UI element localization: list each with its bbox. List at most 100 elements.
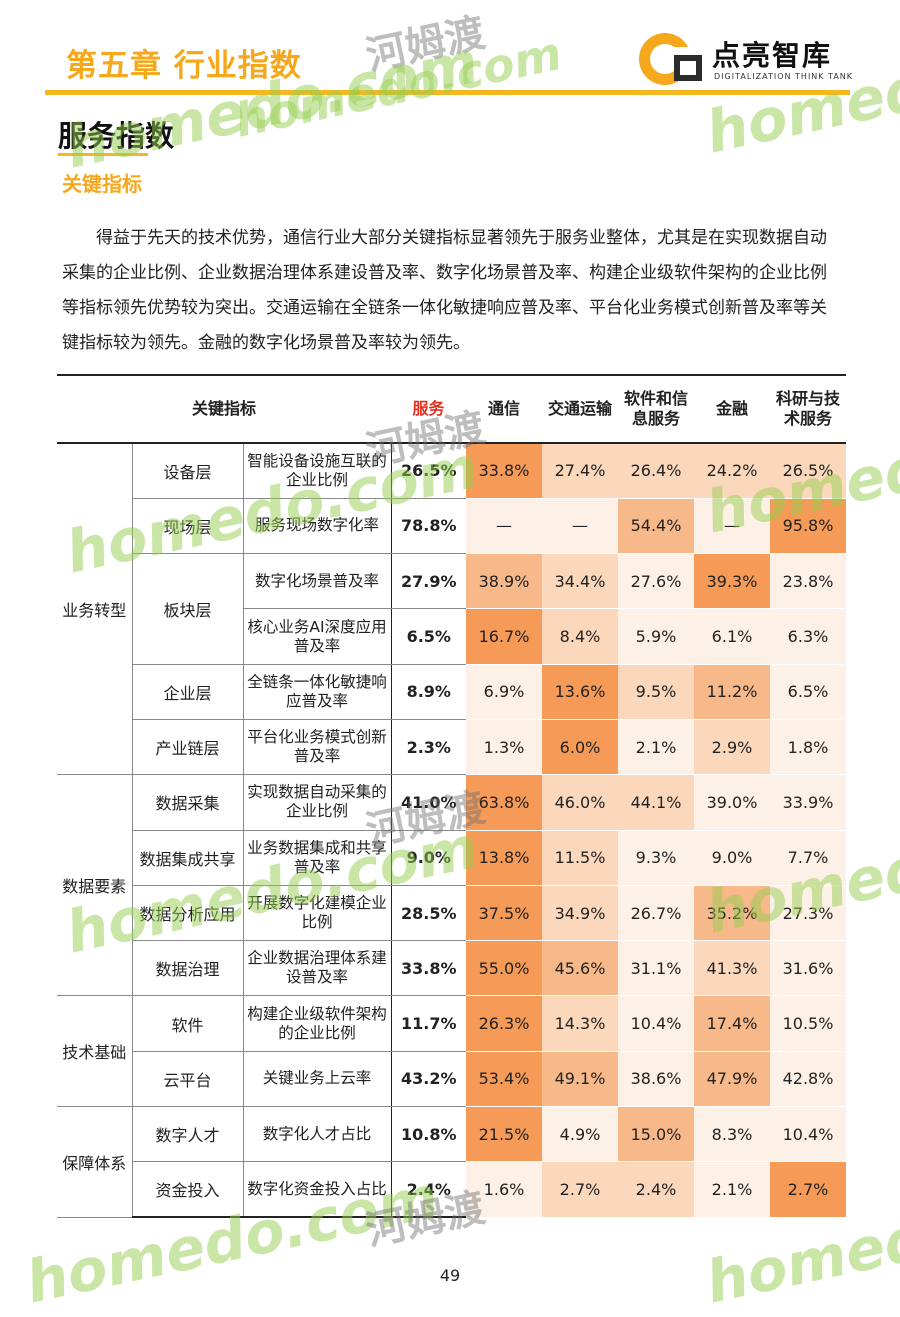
industry-value-cell: 17.4%	[694, 995, 770, 1052]
industry-value-cell: 14.3%	[542, 995, 618, 1052]
indicator-cell: 全链条一体化敏捷响应普及率	[243, 664, 392, 720]
header-software: 软件和信息服务	[618, 374, 694, 444]
indicator-cell: 构建企业级软件架构的企业比例	[243, 995, 392, 1052]
group-cell: 技术基础	[57, 995, 133, 1108]
table-row: 数据分析应用 开展数字化建模企业比例 28.5% 37.5% 34.9% 26.7% 35.…	[57, 885, 846, 942]
industry-value-cell: 95.8%	[770, 498, 846, 555]
indicator-cell: 数字化人才占比	[243, 1106, 392, 1163]
table-body: 业务转型 设备层 智能设备设施互联的企业比例 26.5% 33.8% 27.4% 26.4%…	[57, 443, 846, 1219]
industry-value-cell: 10.5%	[770, 995, 846, 1052]
industry-value-cell: 2.9%	[694, 719, 770, 776]
industry-value-cell: 5.9%	[618, 608, 694, 665]
industry-value-cell: 34.4%	[542, 553, 618, 610]
industry-value-cell: 54.4%	[618, 498, 694, 555]
industry-value-cell: 2.4%	[618, 1161, 694, 1218]
table-row: 技术基础 软件 构建企业级软件架构的企业比例 11.7% 26.3% 14.3% 10.4%…	[57, 995, 846, 1108]
indicator-cell: 关键业务上云率	[243, 1051, 392, 1108]
service-value-cell: 8.9%	[391, 664, 466, 720]
group-cell: 数据要素	[57, 774, 133, 997]
industry-value-cell: —	[542, 498, 618, 555]
service-value-cell: 33.8%	[391, 940, 466, 997]
industry-value-cell: 26.3%	[466, 995, 542, 1052]
industry-value-cell: 45.6%	[542, 940, 618, 997]
table-header-row: 关键指标 服务 通信 交通运输 软件和信息服务 金融 科研与技术服务	[57, 374, 846, 444]
page-number: 49	[439, 1266, 461, 1285]
industry-value-cell: 27.6%	[618, 553, 694, 610]
industry-value-cell: 16.7%	[466, 608, 542, 665]
industry-value-cell: 13.6%	[542, 664, 618, 720]
industry-value-cell: 11.5%	[542, 830, 618, 886]
table-row: 资金投入 数字化资金投入占比 2.4% 1.6% 2.7% 2.4% 2.1% 2.7%	[57, 1161, 846, 1219]
industry-value-cell: 31.1%	[618, 940, 694, 997]
industry-value-cell: 39.3%	[694, 553, 770, 610]
category-cell: 数据治理	[132, 940, 244, 997]
category-cell: 数字人才	[132, 1106, 244, 1163]
industry-value-cell: 2.1%	[618, 719, 694, 776]
header-finance: 金融	[694, 374, 770, 444]
title-underline	[58, 153, 148, 156]
header-key-indicator: 关键指标	[57, 374, 391, 444]
industry-value-cell: 37.5%	[466, 885, 542, 942]
category-cell: 板块层	[132, 553, 244, 665]
indicator-cell: 平台化业务模式创新普及率	[243, 719, 392, 776]
header-research: 科研与技术服务	[770, 374, 846, 444]
industry-value-cell: 1.6%	[466, 1161, 542, 1218]
indicator-cell: 实现数据自动采集的企业比例	[243, 774, 392, 831]
table-row: 核心业务AI深度应用普及率 6.5% 16.7% 8.4% 5.9% 6.1% 6.3%	[57, 608, 846, 665]
intro-paragraph: 得益于先天的技术优势，通信行业大部分关键指标显著领先于服务业整体，尤其是在实现数…	[62, 228, 827, 353]
category-cell: 软件	[132, 995, 244, 1052]
industry-value-cell: 11.2%	[694, 664, 770, 720]
logo-mark-icon	[639, 33, 702, 85]
indicator-cell: 数字化资金投入占比	[243, 1161, 392, 1219]
subsection-title: 关键指标	[62, 172, 142, 196]
category-cell: 设备层	[132, 443, 244, 499]
industry-value-cell: 8.3%	[694, 1106, 770, 1163]
logo-name: 点亮智库	[712, 39, 833, 72]
industry-value-cell: 38.9%	[466, 553, 542, 610]
key-indicator-table: 关键指标 服务 通信 交通运输 软件和信息服务 金融 科研与技术服务 业务转型设…	[57, 374, 846, 1219]
industry-value-cell: 26.5%	[770, 443, 846, 499]
category-cell: 企业层	[132, 664, 244, 720]
industry-value-cell: 42.8%	[770, 1051, 846, 1108]
industry-value-cell: 10.4%	[618, 995, 694, 1052]
service-value-cell: 28.5%	[391, 885, 466, 942]
indicator-cell: 核心业务AI深度应用普及率	[243, 608, 392, 665]
industry-value-cell: 6.3%	[770, 608, 846, 665]
industry-value-cell: 41.3%	[694, 940, 770, 997]
industry-value-cell: —	[694, 498, 770, 555]
header-telecom: 通信	[466, 374, 542, 444]
service-value-cell: 11.7%	[391, 995, 466, 1052]
table-row: 数据治理 企业数据治理体系建设普及率 33.8% 55.0% 45.6% 31.1% 41.…	[57, 940, 846, 997]
indicator-cell: 企业数据治理体系建设普及率	[243, 940, 392, 997]
table-row: 保障体系 数字人才 数字化人才占比 10.8% 21.5% 4.9% 15.0% 8.3% 10…	[57, 1106, 846, 1218]
industry-value-cell: 26.4%	[618, 443, 694, 499]
industry-value-cell: 63.8%	[466, 774, 542, 831]
category-cell: 云平台	[132, 1051, 244, 1108]
table-row: 业务转型 设备层 智能设备设施互联的企业比例 26.5% 33.8% 27.4% 26.4%…	[57, 443, 846, 776]
industry-value-cell: —	[466, 498, 542, 555]
industry-value-cell: 44.1%	[618, 774, 694, 831]
table-row: 云平台 关键业务上云率 43.2% 53.4% 49.1% 38.6% 47.9% 42.8%	[57, 1051, 846, 1108]
service-value-cell: 26.5%	[391, 443, 466, 499]
industry-value-cell: 24.2%	[694, 443, 770, 499]
industry-value-cell: 33.8%	[466, 443, 542, 499]
industry-value-cell: 6.1%	[694, 608, 770, 665]
industry-value-cell: 35.2%	[694, 885, 770, 942]
indicator-cell: 业务数据集成和共享普及率	[243, 830, 392, 886]
header-transport: 交通运输	[542, 374, 618, 444]
industry-value-cell: 49.1%	[542, 1051, 618, 1108]
industry-value-cell: 21.5%	[466, 1106, 542, 1163]
logo-subtitle: DIGITALIZATION THINK TANK	[714, 72, 854, 81]
industry-value-cell: 6.0%	[542, 719, 618, 776]
service-value-cell: 41.0%	[391, 774, 466, 831]
category-cell: 产业链层	[132, 719, 244, 776]
indicator-cell: 数字化场景普及率	[243, 553, 392, 610]
industry-value-cell: 1.8%	[770, 719, 846, 776]
industry-value-cell: 23.8%	[770, 553, 846, 610]
chapter-title: 第五章 行业指数	[66, 48, 302, 84]
table-row: 现场层 服务现场数字化率 78.8% — —54.4% —95.8%	[57, 498, 846, 555]
industry-value-cell: 27.3%	[770, 885, 846, 942]
service-value-cell: 9.0%	[391, 830, 466, 886]
industry-value-cell: 2.7%	[542, 1161, 618, 1218]
industry-value-cell: 34.9%	[542, 885, 618, 942]
